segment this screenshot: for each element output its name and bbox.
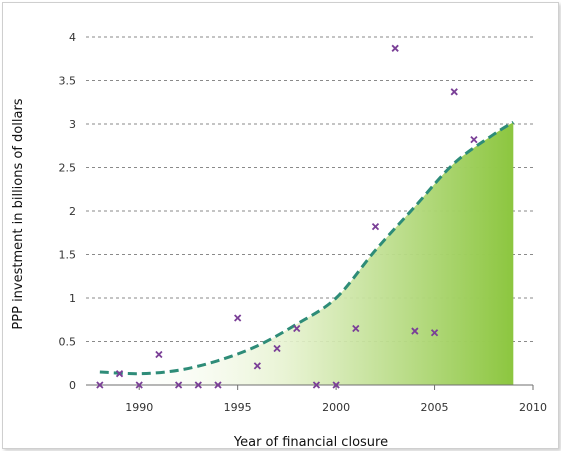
data-point	[135, 381, 143, 389]
data-point	[470, 136, 478, 144]
data-point	[293, 324, 301, 333]
x-tick-label: 1995	[224, 401, 252, 414]
y-tick-label: 3.5	[59, 75, 77, 88]
data-point	[174, 381, 183, 389]
x-tick-label: 1990	[125, 401, 153, 414]
y-tick-label: 3	[69, 118, 76, 131]
data-point	[234, 314, 242, 322]
data-point	[391, 44, 399, 52]
data-point	[253, 362, 261, 370]
y-tick-label: 1.5	[59, 249, 77, 262]
y-tick-label: 2	[69, 205, 76, 218]
data-point	[115, 370, 124, 378]
data-point	[194, 381, 202, 389]
data-point	[273, 344, 281, 353]
y-axis-title: PPP investment in billions of dollars	[11, 98, 26, 329]
x-axis-title: Year of financial closure	[233, 435, 388, 450]
trend-area	[99, 122, 514, 385]
data-point	[430, 329, 439, 337]
data-point	[371, 223, 380, 231]
y-tick-label: 0.5	[59, 336, 77, 349]
y-tick-label: 0	[69, 379, 76, 392]
y-tick-label: 2.5	[59, 162, 77, 175]
y-tick-label: 4	[69, 31, 76, 44]
data-point	[214, 381, 222, 389]
axes	[86, 384, 534, 390]
y-tick-label: 1	[69, 292, 76, 305]
data-point	[411, 327, 419, 335]
x-tick-label: 2005	[421, 401, 449, 414]
tick-labels: 0 0.5 1 1.5 2 2.5 3 3.5 4 1990 1995 2000 2005 2010	[59, 31, 548, 414]
data-point	[155, 350, 163, 359]
x-tick-label: 2010	[519, 401, 547, 414]
x-tick-label: 2000	[322, 401, 350, 414]
data-point	[312, 381, 321, 389]
data-points	[96, 44, 478, 389]
trend-line	[99, 120, 515, 376]
data-point	[450, 88, 458, 96]
data-point	[96, 381, 104, 389]
data-point	[352, 324, 360, 333]
data-point	[332, 381, 340, 389]
